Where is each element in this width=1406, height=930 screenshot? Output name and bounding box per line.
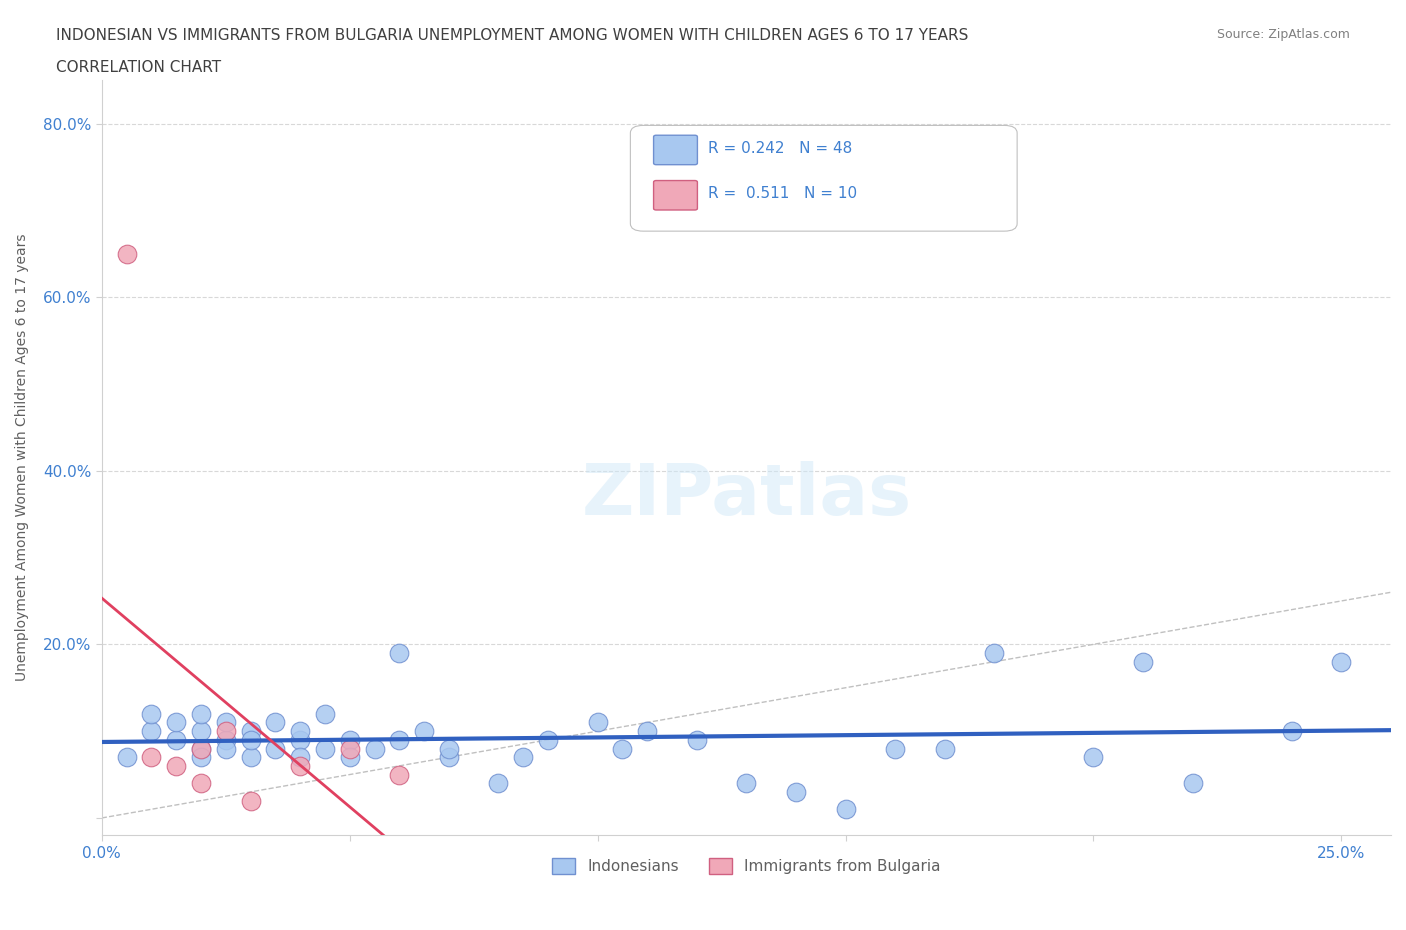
- Point: [141, 724, 163, 738]
- Legend: Indonesians, Immigrants from Bulgaria: Indonesians, Immigrants from Bulgaria: [546, 852, 948, 881]
- Point: [586, 715, 609, 730]
- Point: [488, 776, 510, 790]
- Point: [934, 741, 956, 756]
- Y-axis label: Unemployment Among Women with Children Ages 6 to 17 years: Unemployment Among Women with Children A…: [15, 234, 30, 682]
- Text: CORRELATION CHART: CORRELATION CHART: [56, 60, 221, 75]
- Point: [190, 776, 212, 790]
- Point: [834, 802, 856, 817]
- Point: [612, 741, 634, 756]
- Point: [785, 785, 807, 800]
- Point: [983, 645, 1005, 660]
- Point: [165, 759, 187, 774]
- Text: Source: ZipAtlas.com: Source: ZipAtlas.com: [1216, 28, 1350, 41]
- Point: [314, 741, 336, 756]
- Point: [190, 724, 212, 738]
- Point: [215, 733, 238, 748]
- Point: [239, 750, 262, 764]
- Point: [512, 750, 534, 764]
- Point: [190, 741, 212, 756]
- Point: [115, 246, 138, 261]
- Point: [413, 724, 436, 738]
- FancyBboxPatch shape: [630, 126, 1017, 232]
- Point: [288, 759, 311, 774]
- Point: [141, 707, 163, 722]
- Point: [1281, 724, 1303, 738]
- Point: [314, 707, 336, 722]
- Point: [239, 733, 262, 748]
- Point: [264, 715, 287, 730]
- Point: [1181, 776, 1204, 790]
- Point: [884, 741, 907, 756]
- FancyBboxPatch shape: [654, 180, 697, 210]
- Point: [437, 750, 460, 764]
- Point: [1132, 655, 1154, 670]
- Point: [537, 733, 560, 748]
- Point: [388, 767, 411, 782]
- Point: [339, 741, 361, 756]
- Point: [264, 741, 287, 756]
- Point: [215, 741, 238, 756]
- Text: R =  0.511   N = 10: R = 0.511 N = 10: [707, 186, 856, 201]
- Point: [636, 724, 658, 738]
- Point: [165, 715, 187, 730]
- Text: INDONESIAN VS IMMIGRANTS FROM BULGARIA UNEMPLOYMENT AMONG WOMEN WITH CHILDREN AG: INDONESIAN VS IMMIGRANTS FROM BULGARIA U…: [56, 28, 969, 43]
- FancyBboxPatch shape: [654, 135, 697, 165]
- Point: [215, 724, 238, 738]
- Point: [190, 741, 212, 756]
- Point: [339, 733, 361, 748]
- Point: [239, 793, 262, 808]
- Point: [735, 776, 758, 790]
- Point: [239, 724, 262, 738]
- Point: [339, 750, 361, 764]
- Point: [1083, 750, 1105, 764]
- Text: R = 0.242   N = 48: R = 0.242 N = 48: [707, 140, 852, 155]
- Text: ZIPatlas: ZIPatlas: [581, 461, 911, 530]
- Point: [288, 724, 311, 738]
- Point: [141, 750, 163, 764]
- Point: [288, 733, 311, 748]
- Point: [1330, 655, 1353, 670]
- Point: [115, 750, 138, 764]
- Point: [165, 733, 187, 748]
- Point: [190, 707, 212, 722]
- Point: [363, 741, 385, 756]
- Point: [686, 733, 709, 748]
- Point: [288, 750, 311, 764]
- Point: [215, 715, 238, 730]
- Point: [437, 741, 460, 756]
- Point: [190, 750, 212, 764]
- Point: [388, 645, 411, 660]
- Point: [388, 733, 411, 748]
